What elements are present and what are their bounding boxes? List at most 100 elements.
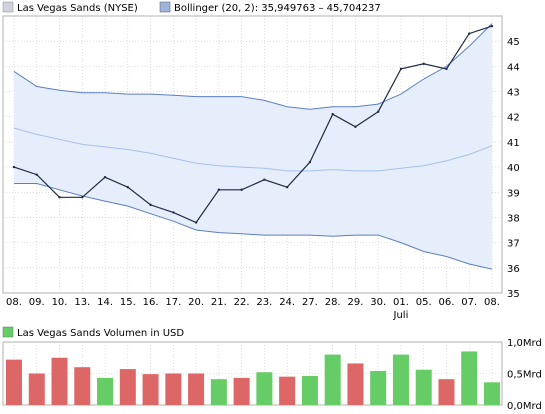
- volume-bar: [74, 367, 91, 405]
- volume-bar: [370, 370, 387, 405]
- volume-y-tick-label: 1,0Mrd: [507, 338, 542, 349]
- price-point: [399, 67, 403, 71]
- price-x-tick-label: 05.: [416, 297, 432, 308]
- legend-swatch-price: [2, 1, 14, 13]
- price-panel: 35 36 37 38 39 40 41 42 43 44 45 08. 09. 10. 13. 14. 15…: [2, 15, 520, 321]
- price-y-tick-label: 41: [507, 138, 520, 149]
- price-point: [354, 125, 357, 128]
- price-y-tick-label: 40: [507, 163, 520, 174]
- volume-bar: [438, 379, 455, 405]
- price-x-tick-label: 06.: [439, 297, 455, 308]
- volume-bar: [142, 374, 159, 405]
- month-label: Juli: [393, 310, 409, 321]
- price-x-tick-label: 20.: [188, 297, 204, 308]
- price-y-tick-labels: 35 36 37 38 39 40 41 42 43 44 45: [507, 37, 520, 300]
- price-y-tick-label: 35: [507, 289, 520, 300]
- volume-panel: 1,0Mrd 0,5Mrd 0,0Mrd: [2, 338, 542, 412]
- price-point: [422, 62, 425, 66]
- volume-bar: [6, 359, 22, 405]
- volume-bar: [119, 369, 136, 405]
- price-x-tick-label: 21.: [211, 297, 227, 308]
- volume-gridlines: [3, 342, 502, 405]
- top-legend: Las Vegas Sands (NYSE) Bollinger (20, 2)…: [2, 1, 381, 14]
- volume-bar: [97, 377, 114, 405]
- volume-bar: [392, 354, 409, 405]
- price-point: [217, 188, 221, 191]
- price-point: [490, 24, 494, 28]
- volume-bar: [301, 376, 318, 405]
- bollinger-middle-line: [13, 127, 493, 172]
- volume-bar: [210, 379, 227, 405]
- price-y-tick-label: 45: [507, 37, 520, 48]
- price-x-tick-label: 08.: [6, 297, 22, 308]
- legend-swatch-volume: [2, 326, 14, 338]
- price-y-tick-label: 42: [507, 113, 520, 124]
- price-x-tick-label: 09.: [29, 297, 45, 308]
- price-x-tick-label: 23.: [256, 297, 272, 308]
- price-point: [445, 67, 448, 71]
- volume-legend: Las Vegas Sands Volumen in USD: [2, 326, 184, 339]
- legend-swatch-bollinger: [159, 1, 171, 13]
- legend-price-label: Las Vegas Sands (NYSE): [17, 3, 138, 14]
- price-y-tick-label: 44: [507, 62, 520, 73]
- price-y-tick-label: 36: [507, 264, 520, 275]
- price-x-tick-label: 01.: [393, 297, 409, 308]
- legend-bollinger-label: Bollinger (20, 2): 35,949763 – 45,704237: [174, 3, 381, 14]
- price-x-tick-label: 28.: [325, 297, 341, 308]
- price-x-tick-label: 08.: [484, 297, 500, 308]
- volume-bar: [461, 351, 478, 405]
- price-point: [331, 113, 334, 116]
- price-point: [12, 165, 16, 169]
- volume-bar: [484, 382, 500, 405]
- price-x-tick-label: 13.: [74, 297, 90, 308]
- volume-bar: [51, 357, 68, 405]
- price-x-tick-label: 07.: [461, 297, 477, 308]
- bollinger-lower-line: [14, 183, 493, 270]
- price-x-tick-label: 14.: [97, 297, 113, 308]
- volume-bar: [233, 377, 250, 405]
- price-point: [149, 203, 152, 207]
- price-point: [35, 173, 38, 176]
- volume-bar: [188, 373, 205, 405]
- volume-bar: [415, 369, 432, 405]
- price-x-tick-label: 16.: [143, 297, 159, 308]
- price-y-tick-label: 37: [507, 239, 520, 250]
- volume-bar: [279, 376, 296, 405]
- price-y-tick-label: 43: [507, 88, 520, 99]
- price-x-tick-label: 15.: [120, 297, 136, 308]
- price-x-tick-label: 17.: [165, 297, 181, 308]
- price-point: [103, 175, 107, 179]
- price-x-tick-label: 30.: [370, 297, 386, 308]
- price-point: [468, 32, 471, 35]
- price-x-tick-labels: 08. 09. 10. 13. 14. 15. 16. 17. 20. 21. 22. 23. 24. 2…: [6, 297, 500, 308]
- price-x-tick-label: 27.: [302, 297, 318, 308]
- legend-volume-label: Las Vegas Sands Volumen in USD: [17, 328, 184, 339]
- price-x-tick-label: 29.: [347, 297, 363, 308]
- price-line: [13, 25, 493, 224]
- price-point: [263, 178, 266, 181]
- price-x-tick-label: 22.: [234, 297, 250, 308]
- price-point: [194, 221, 198, 224]
- volume-y-tick-labels: 1,0Mrd 0,5Mrd 0,0Mrd: [507, 338, 542, 412]
- volume-bars: [6, 351, 500, 405]
- price-x-tick-label: 10.: [52, 297, 68, 308]
- price-point: [285, 186, 289, 189]
- volume-bar: [256, 372, 273, 405]
- bollinger-upper-line: [13, 23, 493, 110]
- volume-y-tick-label: 0,5Mrd: [507, 370, 542, 381]
- volume-bar: [347, 363, 364, 405]
- price-point: [240, 188, 243, 191]
- price-point: [308, 160, 312, 164]
- price-point: [126, 186, 130, 189]
- volume-bar: [28, 373, 45, 405]
- price-y-tick-label: 39: [507, 188, 520, 199]
- price-point: [58, 196, 61, 199]
- price-points: [12, 24, 494, 224]
- volume-bar: [324, 354, 341, 405]
- price-point: [376, 110, 380, 113]
- price-x-tick-label: 24.: [279, 297, 295, 308]
- volume-y-tick-label: 0,0Mrd: [507, 401, 542, 410]
- price-y-tick-label: 38: [507, 213, 520, 224]
